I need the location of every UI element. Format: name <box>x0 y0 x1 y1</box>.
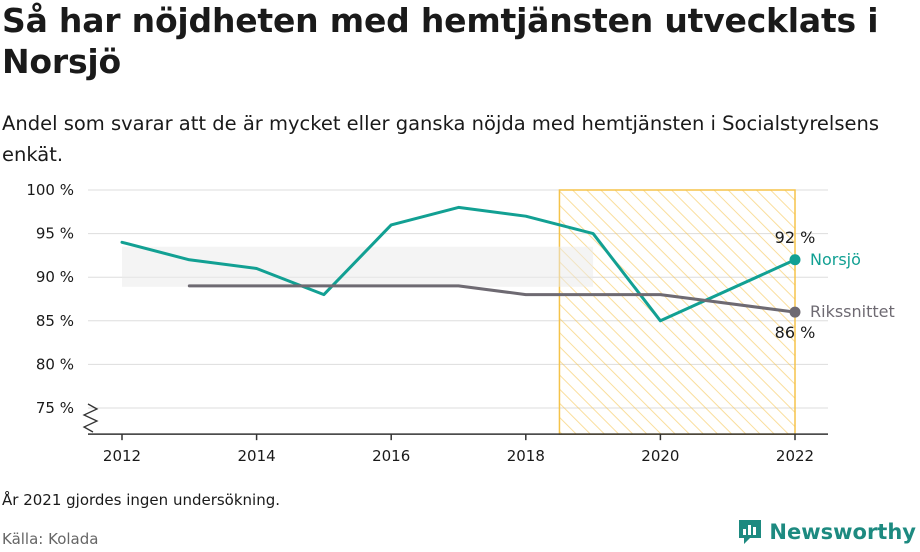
x-tick-label: 2014 <box>238 447 276 465</box>
difference-band <box>122 246 594 287</box>
x-tick-label: 2018 <box>507 447 545 465</box>
chart-subtitle: Andel som svarar att de är mycket eller … <box>2 112 880 166</box>
series-value-label: 86 % <box>775 323 816 342</box>
y-tick-label: 85 % <box>36 312 74 330</box>
y-tick-label: 95 % <box>36 225 74 243</box>
series-value-label: 92 % <box>775 228 816 247</box>
series-line-rikssnittet <box>187 284 797 314</box>
series-end-point <box>789 254 801 266</box>
y-tick-label: 100 % <box>26 181 74 199</box>
source-text: Källa: Kolada <box>2 530 99 548</box>
x-tick-label: 2012 <box>103 447 141 465</box>
footnote: År 2021 gjordes ingen undersökning. <box>2 491 281 509</box>
chart-title: Så har nöjdheten med hemtjänsten utveckl… <box>2 1 879 81</box>
series-end-point <box>789 306 801 318</box>
brand-name: Newsworthy <box>769 520 916 544</box>
newsworthy-logo-icon <box>739 520 762 544</box>
x-tick-label: 2016 <box>372 447 410 465</box>
y-tick-label: 75 % <box>36 399 74 417</box>
series-name-label: Rikssnittet <box>810 302 895 321</box>
series-name-label: Norsjö <box>810 250 861 269</box>
x-tick-label: 2020 <box>641 447 679 465</box>
brand-logo: Newsworthy <box>737 518 916 546</box>
y-tick-label: 90 % <box>36 268 74 286</box>
y-tick-label: 80 % <box>36 355 74 373</box>
x-tick-label: 2022 <box>776 447 814 465</box>
axis-break-marker <box>82 403 99 433</box>
line-chart: 75 % 80 % 85 % 90 % 95 % 100 % 2012 2014 2016 201… <box>26 181 895 465</box>
series-line-norsjo <box>120 205 797 323</box>
